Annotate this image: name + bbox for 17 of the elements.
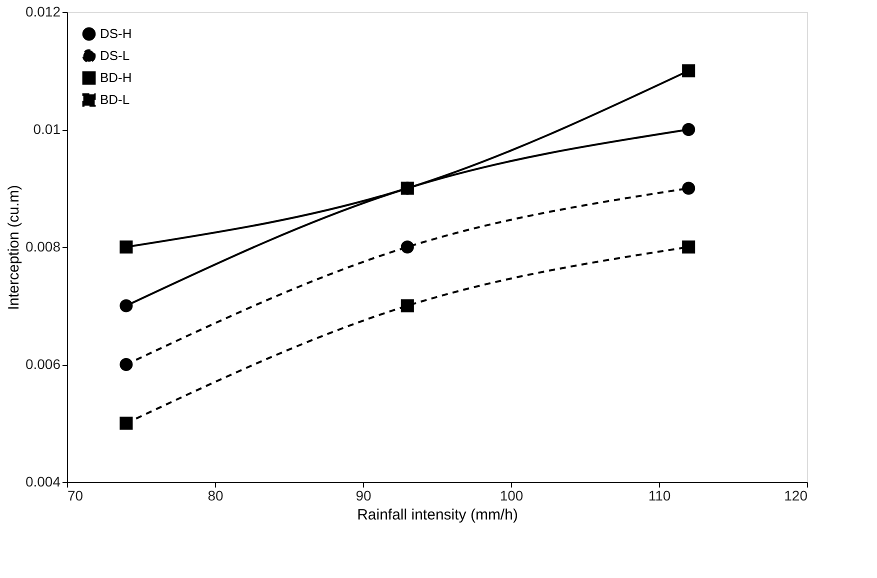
y-tick-label: 0.012 — [25, 4, 61, 20]
x-tick-label: 100 — [500, 488, 524, 504]
x-tick-label: 90 — [356, 488, 372, 504]
legend-label: DS-H — [100, 26, 132, 41]
x-tick-label: 70 — [68, 488, 84, 504]
x-tick-label: 120 — [784, 488, 808, 504]
y-tick-label: 0.01 — [33, 121, 61, 137]
y-tick-label: 0.006 — [25, 356, 61, 372]
legend-label: BD-H — [100, 70, 132, 85]
legend-label: BD-L — [100, 92, 130, 107]
y-tick-label: 0.004 — [25, 474, 61, 490]
y-axis-title: Interception (cu.m) — [5, 184, 22, 310]
x-axis-title: Rainfall intensity (mm/h) — [357, 506, 518, 524]
legend-label: DS-L — [100, 48, 130, 63]
x-tick-label: 80 — [208, 488, 224, 504]
x-tick-label: 110 — [648, 488, 671, 504]
y-tick-label: 0.008 — [25, 238, 61, 254]
